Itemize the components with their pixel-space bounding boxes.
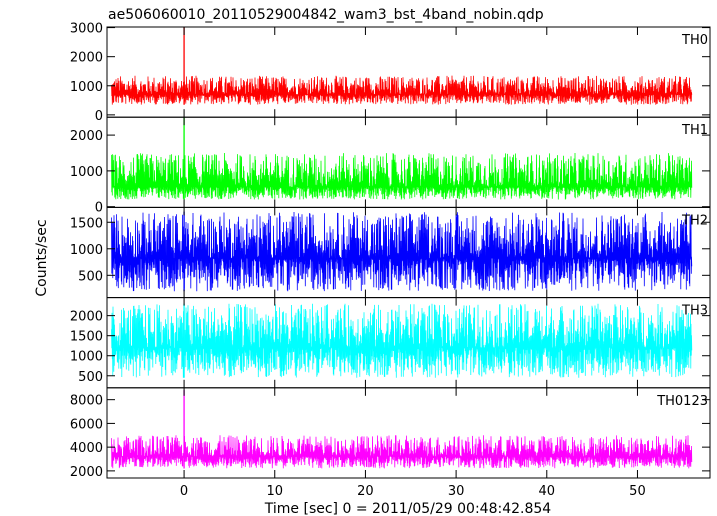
- x-tick-label: 0: [180, 484, 188, 499]
- series-th0123: [111, 435, 693, 469]
- series-th3: [111, 303, 693, 378]
- panel-th1: 0 1000 2000 TH1: [70, 116, 711, 216]
- y-tick-label: 1500: [70, 216, 103, 231]
- y-tick-label: 1000: [70, 80, 103, 95]
- panels: 0 1000 2000 3000 TH0 0 1000 2000 TH1 500 1000 1500 T…: [70, 22, 711, 480]
- panel-frame: [106, 387, 711, 479]
- panel-th0123: 2000 4000 6000 8000 TH0123: [70, 387, 711, 480]
- chart-title: ae506060010_20110529004842_wam3_bst_4ban…: [108, 7, 544, 23]
- series-th0: [111, 75, 693, 105]
- panel-label-th3: TH3: [681, 304, 708, 319]
- x-tick-label: 20: [357, 484, 374, 499]
- series-th1: [111, 152, 693, 200]
- panel-th3: 500 1000 1500 2000 TH3: [70, 297, 711, 389]
- y-tick-label: 0: [95, 109, 103, 124]
- x-axis-title: Time [sec] 0 = 2011/05/29 00:48:42.854: [264, 501, 552, 516]
- panel-th0: 0 1000 2000 3000 TH0: [70, 22, 711, 124]
- panel-label-th2: TH2: [681, 213, 708, 228]
- panel-label-th0: TH0: [681, 33, 708, 48]
- y-tick-label: 1000: [70, 165, 103, 180]
- x-axis-ticks: 0 10 20 30 40 50: [180, 484, 646, 499]
- y-tick-label: 3000: [70, 22, 103, 37]
- panel-label-th1: TH1: [681, 123, 708, 138]
- y-axis-title: Counts/sec: [34, 219, 50, 296]
- panel-th2: 500 1000 1500 TH2: [70, 206, 711, 299]
- x-tick-label: 10: [266, 484, 283, 499]
- x-tick-label: 50: [629, 484, 646, 499]
- panel-label-th0123: TH0123: [656, 394, 708, 409]
- y-tick-label: 2000: [70, 310, 103, 325]
- y-tick-label: 500: [78, 269, 103, 284]
- y-tick-label: 4000: [70, 441, 103, 456]
- y-tick-label: 1000: [70, 350, 103, 365]
- y-tick-label: 500: [78, 370, 103, 385]
- series-th2: [111, 211, 693, 292]
- y-tick-label: 0: [95, 201, 103, 216]
- y-tick-label: 8000: [70, 394, 103, 409]
- y-tick-label: 1000: [70, 243, 103, 258]
- y-tick-label: 2000: [70, 51, 103, 66]
- y-tick-label: 2000: [70, 129, 103, 144]
- x-tick-label: 30: [448, 484, 465, 499]
- x-tick-label: 40: [539, 484, 556, 499]
- y-tick-label: 1500: [70, 330, 103, 345]
- y-tick-label: 6000: [70, 417, 103, 432]
- y-tick-label: 2000: [70, 465, 103, 480]
